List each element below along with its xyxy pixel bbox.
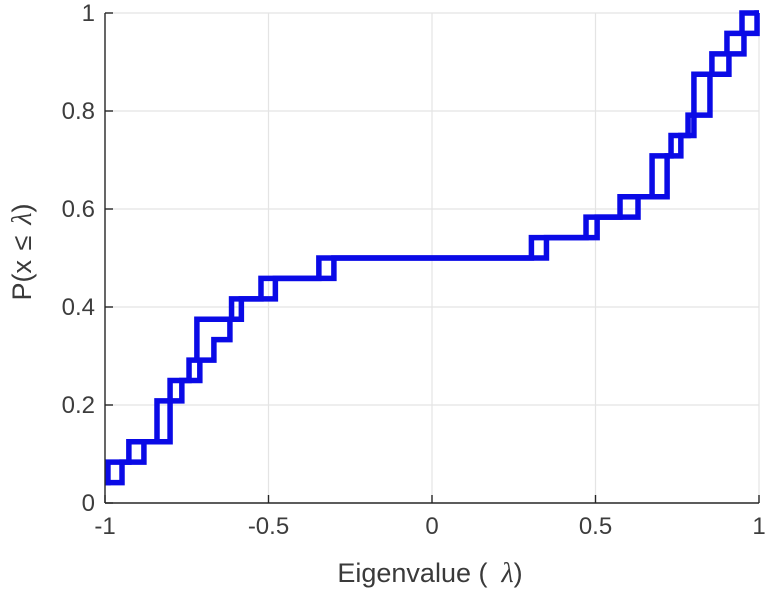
- ecdf-curve-ecdf-leading: [105, 10, 759, 486]
- y-tick-label: 0: [82, 490, 95, 517]
- y-axis-label-close: ): [7, 203, 37, 213]
- x-tick-label: 1: [752, 513, 765, 540]
- x-tick-label: 0.5: [579, 513, 612, 540]
- x-tick-label: 0: [425, 513, 438, 540]
- y-tick-label: 0.8: [62, 98, 95, 125]
- x-axis-label: Eigenvalue ( λ): [337, 558, 522, 590]
- ecdf-curve-ecdf-trailing: [105, 10, 760, 486]
- lambda-symbol: λ: [7, 212, 38, 225]
- x-tick-label: -1: [94, 513, 115, 540]
- y-tick-label: 0.4: [62, 294, 95, 321]
- y-tick-label: 1: [82, 0, 95, 27]
- y-axis-label-text: P(x: [7, 252, 37, 301]
- y-tick-label: 0.2: [62, 392, 95, 419]
- x-axis-label-close: ): [513, 558, 523, 588]
- y-tick-label: 0.6: [62, 196, 95, 223]
- y-axis-label: P(x ≤ λ): [7, 204, 39, 301]
- x-axis-label-text: Eigenvalue (: [337, 558, 488, 588]
- less-equal-symbol: ≤: [7, 235, 37, 251]
- x-tick-label: -0.5: [248, 513, 289, 540]
- lambda-symbol: λ: [501, 558, 514, 589]
